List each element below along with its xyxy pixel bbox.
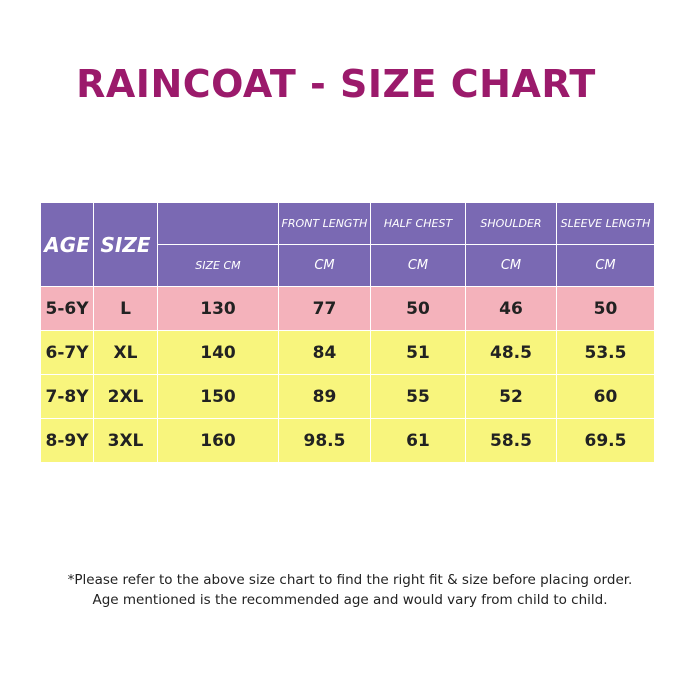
cell-age: 5-6Y	[40, 286, 94, 331]
cell-sleeve-length: 50	[556, 286, 655, 331]
cell-sleeve-length: 69.5	[556, 418, 655, 463]
header-half-chest: HALF CHEST	[370, 202, 466, 245]
note-line-2: Age mentioned is the recommended age and…	[92, 592, 608, 608]
header-size-cm-blank	[157, 202, 279, 245]
cell-sleeve-length: 53.5	[556, 330, 655, 375]
cell-size: 3XL	[93, 418, 158, 463]
table-row: 5-6Y L 130 77 50 46 50	[40, 286, 655, 331]
header-sleeve-length: SLEEVE LENGTH	[556, 202, 655, 245]
cell-size-cm: 150	[157, 374, 279, 419]
cell-size-cm: 130	[157, 286, 279, 331]
header-shoulder: SHOULDER	[465, 202, 557, 245]
cell-age: 7-8Y	[40, 374, 94, 419]
cell-size-cm: 160	[157, 418, 279, 463]
header-row-units: SIZE CM CM CM CM CM	[41, 244, 655, 287]
cell-front-length: 84	[278, 330, 371, 375]
table-row: 8-9Y 3XL 160 98.5 61 58.5 69.5	[40, 418, 655, 463]
cell-sleeve-length: 60	[556, 374, 655, 419]
cell-half-chest: 61	[370, 418, 466, 463]
cell-half-chest: 50	[370, 286, 466, 331]
cell-shoulder: 48.5	[465, 330, 557, 375]
cell-size: XL	[93, 330, 158, 375]
header-size-cm: SIZE CM	[157, 244, 279, 287]
header-row-labels: AGE SIZE FRONT LENGTH HALF CHEST SHOULDE…	[40, 202, 655, 287]
table-row: 6-7Y XL 140 84 51 48.5 53.5	[40, 330, 655, 375]
cell-half-chest: 55	[370, 374, 466, 419]
cell-size: L	[93, 286, 158, 331]
cell-front-length: 77	[278, 286, 371, 331]
size-note: *Please refer to the above size chart to…	[0, 570, 700, 610]
cell-front-length: 89	[278, 374, 371, 419]
cell-size-cm: 140	[157, 330, 279, 375]
cell-front-length: 98.5	[278, 418, 371, 463]
cell-shoulder: 58.5	[465, 418, 557, 463]
unit-shoulder: CM	[465, 244, 557, 287]
size-chart-table: AGE SIZE FRONT LENGTH HALF CHEST SHOULDE…	[40, 202, 655, 463]
cell-half-chest: 51	[370, 330, 466, 375]
table-row: 7-8Y 2XL 150 89 55 52 60	[40, 374, 655, 419]
unit-half-chest: CM	[370, 244, 466, 287]
unit-front-length: CM	[278, 244, 371, 287]
header-size: SIZE	[93, 202, 158, 287]
cell-shoulder: 52	[465, 374, 557, 419]
page-title: RAINCOAT - SIZE CHART	[76, 62, 596, 106]
cell-size: 2XL	[93, 374, 158, 419]
unit-sleeve-length: CM	[556, 244, 655, 287]
note-line-1: *Please refer to the above size chart to…	[67, 572, 633, 588]
cell-age: 8-9Y	[40, 418, 94, 463]
header-front-length: FRONT LENGTH	[278, 202, 371, 245]
header-age: AGE	[40, 202, 94, 287]
cell-age: 6-7Y	[40, 330, 94, 375]
cell-shoulder: 46	[465, 286, 557, 331]
